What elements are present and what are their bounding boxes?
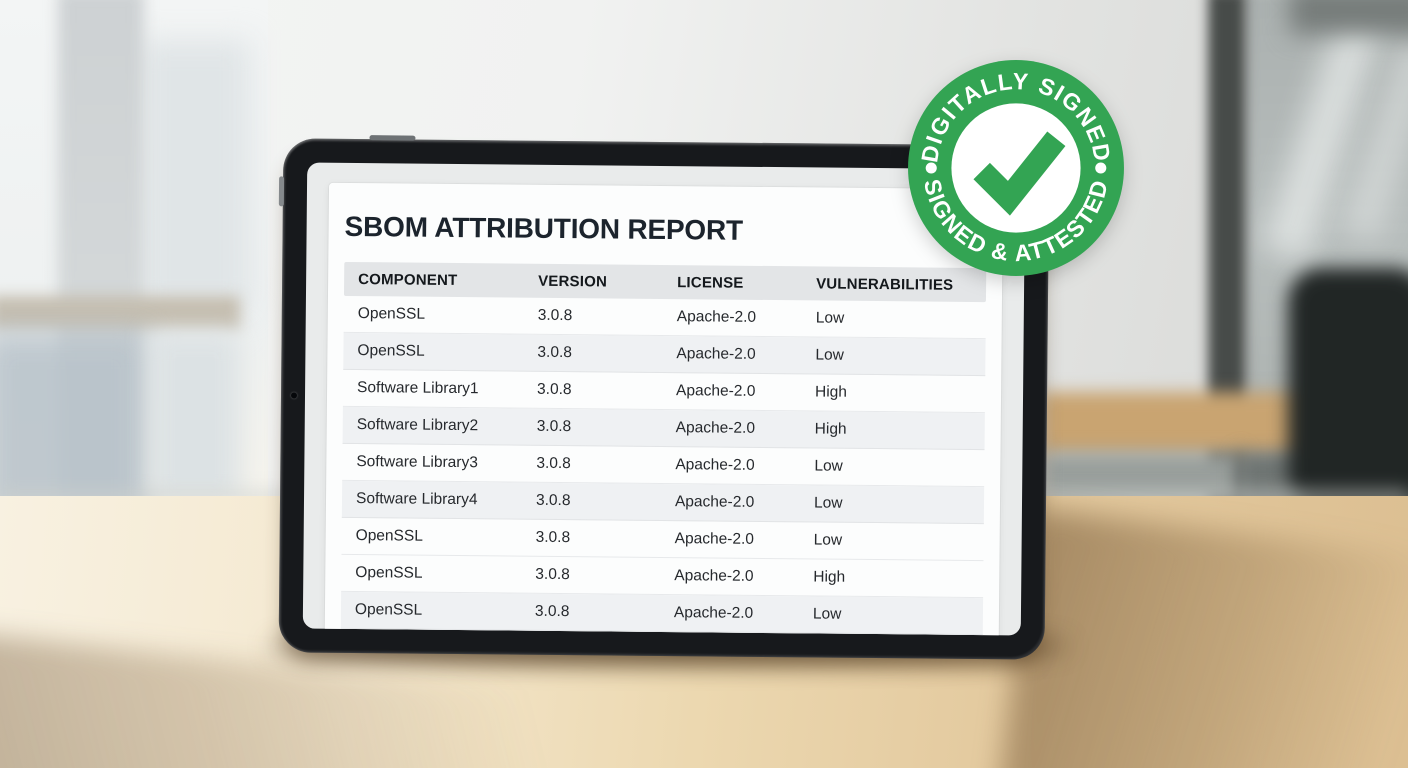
cell-license: Apache-2.0: [673, 604, 754, 622]
cell-version: 3.0.8: [535, 565, 570, 584]
table-row: OpenSSL 3.0.8 Apache-2.0 Low: [343, 295, 986, 340]
cell-license: Apache-2.0: [675, 456, 755, 474]
office-chair: [1288, 268, 1408, 508]
badge-inner-circle: [951, 103, 1081, 233]
front-camera: [290, 392, 298, 399]
cell-version: 3.0.8: [536, 454, 571, 473]
cell-license: Apache-2.0: [676, 308, 757, 326]
cell-component: Software Library2: [356, 416, 479, 435]
cell-vulnerabilities: Low: [812, 605, 842, 623]
report-card: SBOM ATTRIBUTION REPORT COMPONENT VERSIO…: [324, 182, 1004, 636]
table-row: Software Library2 3.0.8 Apache-2.0 High: [342, 406, 985, 451]
cell-version: 3.0.8: [537, 380, 572, 399]
cell-component: OpenSSL: [355, 527, 423, 545]
cell-license: Apache-2.0: [675, 382, 756, 400]
cell-vulnerabilities: Low: [814, 457, 843, 475]
cell-license: Apache-2.0: [675, 419, 756, 437]
table-row: Software Library4 3.0.8 Apache-2.0 Low: [341, 480, 985, 525]
cell-component: OpenSSL: [355, 564, 423, 582]
cell-vulnerabilities: Low: [813, 531, 843, 549]
column-header-version: VERSION: [538, 272, 608, 290]
cell-version: 3.0.8: [536, 417, 572, 436]
cell-license: Apache-2.0: [674, 567, 754, 585]
table-row: OpenSSL 3.0.8 Apache-2.0 Low: [341, 517, 984, 562]
power-button: [369, 135, 416, 141]
window-building-silhouette: [150, 332, 240, 502]
cell-component: OpenSSL: [357, 305, 426, 323]
cell-component: OpenSSL: [354, 601, 423, 619]
window-crossbar: [0, 296, 240, 330]
badge-dot-left: [925, 162, 937, 174]
cell-license: Apache-2.0: [674, 530, 755, 548]
table-body: OpenSSL 3.0.8 Apache-2.0 Low OpenSSL 3.0…: [340, 295, 986, 636]
table-row: OpenSSL 3.0.8 Apache-2.0 Low: [340, 591, 984, 636]
window-building-silhouette: [140, 40, 250, 310]
cell-vulnerabilities: High: [814, 420, 847, 438]
cell-license: Apache-2.0: [674, 493, 755, 511]
column-header-component: COMPONENT: [358, 270, 458, 289]
cell-component: Software Library1: [357, 379, 479, 398]
cell-vulnerabilities: High: [814, 383, 848, 401]
cell-component: OpenSSL: [357, 342, 425, 360]
cell-vulnerabilities: Low: [813, 494, 843, 512]
cell-component: Software Library3: [356, 453, 478, 472]
badge-dot-right: [1095, 162, 1107, 174]
column-header-license: LICENSE: [677, 273, 744, 292]
cell-version: 3.0.8: [535, 491, 571, 510]
cell-vulnerabilities: Low: [815, 309, 845, 327]
volume-button: [278, 176, 285, 207]
table-row: OpenSSL 3.0.8 Apache-2.0 High: [341, 554, 984, 599]
checkmark-icon: [973, 131, 1066, 216]
background-table-shadow: [1042, 452, 1242, 504]
cell-license: Apache-2.0: [676, 345, 756, 363]
table-row: Software Library1 3.0.8 Apache-2.0 High: [342, 369, 986, 414]
ceiling-shadow: [1290, 0, 1408, 34]
table-row: OpenSSL 3.0.8 Apache-2.0 Low: [343, 332, 986, 377]
cell-version: 3.0.8: [534, 602, 570, 621]
cell-version: 3.0.8: [537, 306, 573, 325]
report-title: SBOM ATTRIBUTION REPORT: [344, 210, 744, 246]
cell-vulnerabilities: Low: [815, 346, 844, 364]
cell-version: 3.0.8: [537, 343, 573, 362]
table-row: Software Library3 3.0.8 Apache-2.0 Low: [342, 443, 985, 488]
cell-version: 3.0.8: [535, 528, 571, 547]
cell-vulnerabilities: High: [813, 568, 846, 586]
cell-component: Software Library4: [355, 490, 478, 509]
tablet-cast-shadow: [997, 507, 1408, 768]
verified-badge: DIGITALLY SIGNED SIGNED & ATTESTED: [908, 60, 1124, 276]
